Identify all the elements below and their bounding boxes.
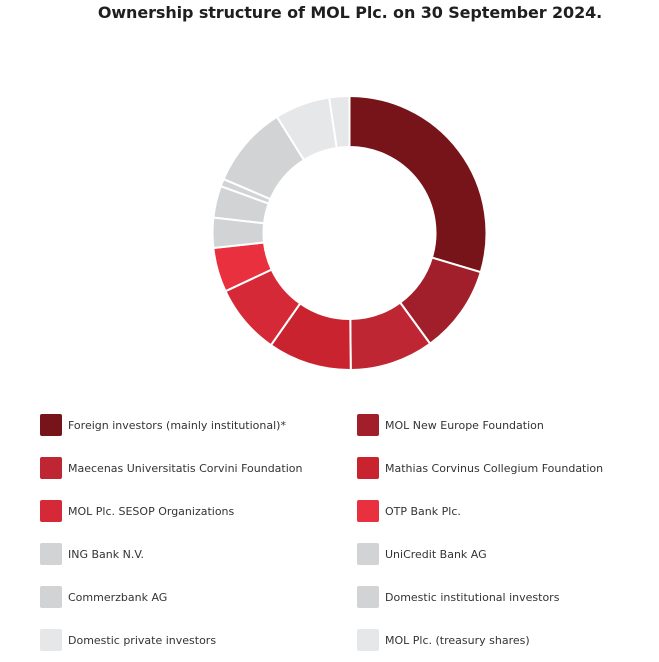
legend-swatch (40, 500, 62, 522)
chart-title: Ownership structure of MOL Plc. on 30 Se… (97, 3, 603, 22)
legend-item-6: OTP Bank Plc. (357, 499, 461, 523)
legend-item-3: Maecenas Universitatis Corvini Foundatio… (40, 456, 303, 480)
legend-item-11: Domestic private investors (40, 628, 216, 652)
legend-item-8: UniCredit Bank AG (357, 542, 487, 566)
legend-swatch (40, 414, 62, 436)
legend-item-2: MOL New Europe Foundation (357, 413, 544, 437)
legend-item-10: Domestic institutional investors (357, 585, 559, 609)
legend-swatch (357, 500, 379, 522)
legend-label: OTP Bank Plc. (385, 504, 461, 518)
donut-slice-1 (348, 94, 488, 274)
donut-slice-12 (328, 94, 351, 150)
legend-swatch (357, 414, 379, 436)
legend-swatch (357, 457, 379, 479)
legend-item-7: ING Bank N.V. (40, 542, 144, 566)
legend-label: Foreign investors (mainly institutional)… (68, 418, 286, 432)
legend-swatch (40, 629, 62, 651)
legend-swatch (40, 586, 62, 608)
legend-item-4: Mathias Corvinus Collegium Foundation (357, 456, 603, 480)
legend-item-9: Commerzbank AG (40, 585, 167, 609)
legend-swatch (40, 457, 62, 479)
legend-label: MOL Plc. SESOP Organizations (68, 504, 235, 518)
legend-label: UniCredit Bank AG (385, 547, 487, 561)
legend-item-1: Foreign investors (mainly institutional)… (40, 413, 286, 437)
legend-swatch (357, 629, 379, 651)
legend-swatch (357, 586, 379, 608)
legend-label: ING Bank N.V. (68, 547, 144, 561)
donut-chart (211, 94, 488, 372)
legend-swatch (40, 543, 62, 565)
legend-label: Domestic private investors (68, 633, 217, 647)
legend-label: Mathias Corvinus Collegium Foundation (385, 461, 604, 475)
legend-label: Commerzbank AG (68, 590, 168, 604)
legend-item-5: MOL Plc. SESOP Organizations (40, 499, 234, 523)
chart-legend: Foreign investors (mainly institutional)… (40, 413, 659, 662)
legend-label: MOL New Europe Foundation (385, 418, 544, 432)
legend-item-12: MOL Plc. (treasury shares) (357, 628, 530, 652)
legend-label: MOL Plc. (treasury shares) (385, 633, 530, 647)
legend-label: Domestic institutional investors (385, 590, 560, 604)
legend-swatch (357, 543, 379, 565)
legend-label: Maecenas Universitatis Corvini Foundatio… (68, 461, 303, 475)
